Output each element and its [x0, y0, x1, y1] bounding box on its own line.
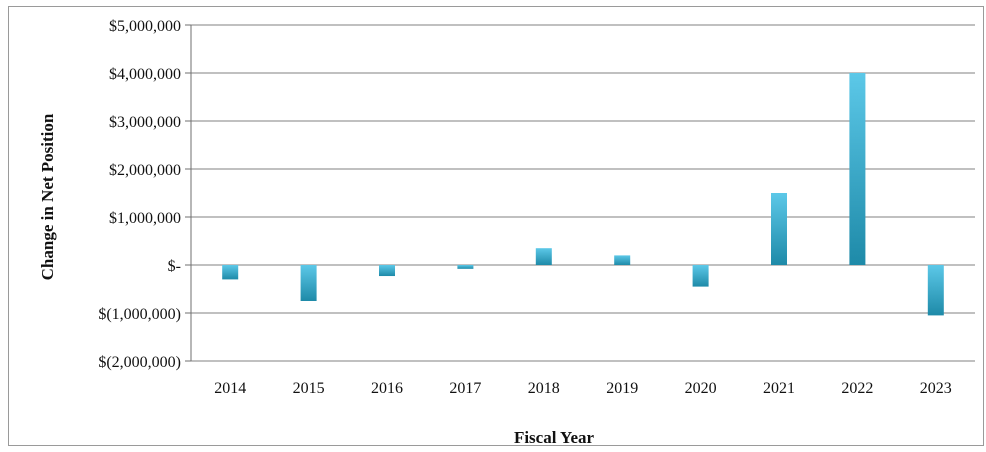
bar-2022	[849, 73, 866, 265]
y-tick-label: $4,000,000	[109, 66, 181, 83]
bar-2020	[692, 265, 709, 287]
x-tick-label: 2022	[841, 380, 873, 397]
tick-labels: $5,000,000 $4,000,000 $3,000,000 $2,000,000…	[98, 18, 951, 397]
gridlines	[185, 24, 975, 362]
x-tick-label: 2016	[371, 380, 403, 397]
x-tick-label: 2020	[685, 380, 717, 397]
x-tick-label: 2015	[293, 380, 325, 397]
bars	[222, 73, 944, 316]
x-axis-title: Fiscal Year	[514, 428, 595, 447]
y-tick-label: $1,000,000	[109, 210, 181, 227]
bar-2014	[222, 265, 239, 280]
y-axis-title: Change in Net Position	[38, 113, 57, 280]
y-tick-label: $(1,000,000)	[98, 306, 181, 323]
x-tick-label: 2017	[449, 380, 481, 397]
x-tick-label: 2023	[920, 380, 952, 397]
x-tick-label: 2018	[528, 380, 560, 397]
y-tick-label: $3,000,000	[109, 114, 181, 131]
x-tick-label: 2019	[606, 380, 638, 397]
bar-2015	[300, 265, 317, 301]
bar-2018	[535, 248, 552, 265]
y-tick-label: $2,000,000	[109, 162, 181, 179]
x-tick-label: 2014	[214, 380, 246, 397]
bar-2019	[614, 255, 631, 265]
y-tick-label: $(2,000,000)	[98, 354, 181, 371]
chart-frame: $5,000,000 $4,000,000 $3,000,000 $2,000,000…	[8, 6, 984, 447]
bar-2016	[379, 265, 395, 277]
bar-2023	[927, 265, 944, 316]
y-tick-label: $-	[168, 258, 181, 275]
bar-chart: $5,000,000 $4,000,000 $3,000,000 $2,000,000…	[38, 18, 975, 447]
bar-2017	[457, 265, 474, 269]
bar-2021	[771, 193, 787, 265]
x-tick-label: 2021	[763, 380, 795, 397]
y-tick-label: $5,000,000	[109, 18, 181, 35]
